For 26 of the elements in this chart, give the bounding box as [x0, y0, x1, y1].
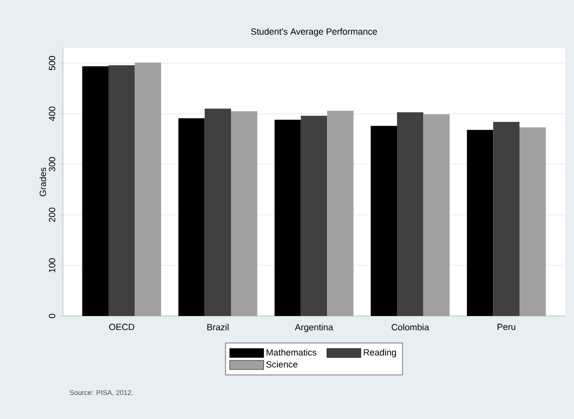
bar — [178, 118, 205, 316]
x-tick-label: Brazil — [207, 324, 228, 330]
bar — [300, 116, 328, 316]
y-tick-label: 500 — [48, 56, 56, 70]
legend-label: Science — [266, 360, 298, 368]
y-tick-label: 400 — [48, 106, 56, 122]
chart-title: Student's Average Performance — [251, 28, 377, 36]
y-tick-label: 200 — [48, 208, 56, 222]
bar — [493, 122, 520, 316]
bar — [82, 66, 109, 316]
x-tick-label: Argentina — [294, 324, 334, 332]
bar — [370, 126, 398, 316]
legend-label: Mathematics — [266, 348, 316, 356]
bar — [204, 108, 231, 316]
y-tick-label: 100 — [48, 258, 56, 272]
y-axis-title: Grades — [39, 168, 46, 196]
x-tick-label: Peru — [498, 324, 516, 330]
bar — [108, 65, 135, 316]
y-tick-label: 300 — [48, 157, 56, 172]
x-tick-label: Colombia — [392, 324, 430, 330]
bar — [274, 120, 301, 316]
legend-label: Reading — [364, 348, 396, 358]
y-tick-label: 0 — [48, 314, 56, 318]
bar — [397, 112, 424, 316]
bar — [466, 130, 494, 316]
x-tick-label: OECD — [109, 324, 134, 330]
